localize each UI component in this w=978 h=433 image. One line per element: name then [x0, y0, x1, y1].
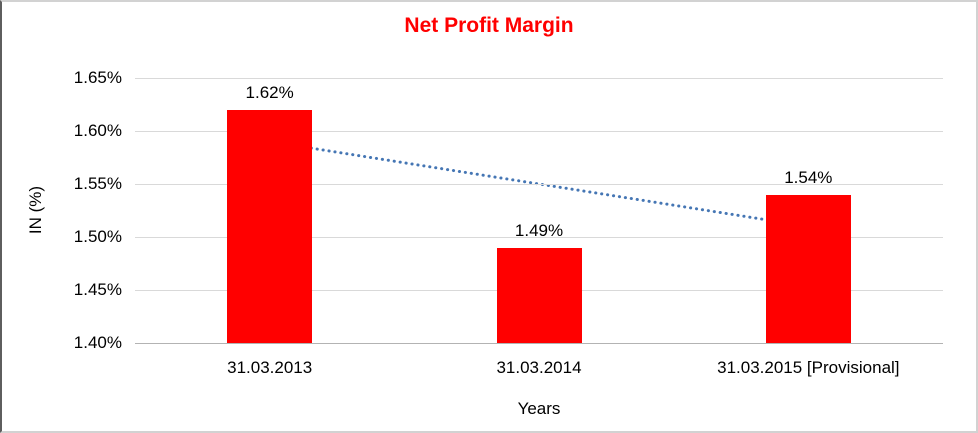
x-axis-title: Years — [517, 399, 561, 418]
gridline — [135, 184, 943, 185]
bar — [765, 194, 851, 343]
bar-value-label: 1.54% — [784, 167, 833, 187]
y-tick-label: 1.40% — [73, 333, 122, 352]
bar-value-label: 1.62% — [245, 82, 294, 102]
bar-value-label: 1.49% — [514, 220, 564, 240]
y-tick-label: 1.60% — [73, 121, 122, 140]
x-tick-label: 31.03.2013 — [227, 358, 313, 377]
chart-title: Net Profit Margin — [404, 14, 574, 37]
x-tick-label: 31.03.2014 — [496, 358, 582, 377]
y-tick-label: 1.45% — [73, 280, 122, 299]
y-tick-label: 1.55% — [73, 174, 122, 193]
gridline — [135, 237, 943, 238]
y-tick-label: 1.50% — [73, 227, 122, 246]
y-tick-label: 1.65% — [73, 68, 122, 87]
x-axis-line — [135, 343, 943, 344]
bar — [227, 109, 313, 343]
x-tick-label: 31.03.2015 [Provisional] — [717, 358, 900, 377]
bar — [496, 247, 582, 343]
gridline — [135, 78, 943, 79]
gridline — [135, 131, 943, 132]
